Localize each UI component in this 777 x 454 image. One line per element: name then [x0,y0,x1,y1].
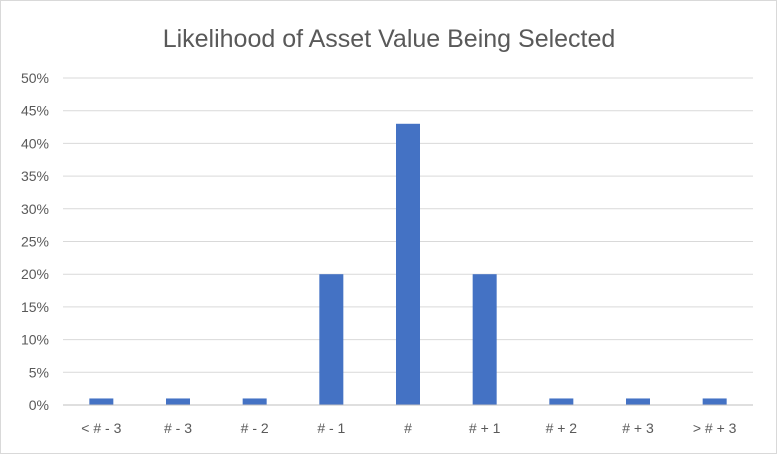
y-tick-label: 35% [21,168,49,184]
chart-title: Likelihood of Asset Value Being Selected [163,25,616,53]
y-tick-label: 40% [21,135,49,151]
y-tick-label: 25% [21,234,49,250]
y-tick-label: 30% [21,201,49,217]
x-tick-label: < # - 3 [81,420,121,436]
x-tick-label: # [404,420,412,436]
bar [89,398,114,405]
x-axis-ticks: < # - 3 # - 3 # - 2 # - 1 # # + 1 # + 2 # + 3 > … [81,420,736,436]
bar [626,398,650,405]
x-tick-label: > # + 3 [693,420,737,436]
bar [472,274,497,405]
y-tick-label: 15% [21,299,49,315]
bar [242,398,267,405]
bar [319,274,344,405]
y-tick-label: 50% [21,70,49,86]
x-tick-label: # - 3 [164,420,192,436]
x-tick-label: # - 2 [241,420,269,436]
x-tick-label: # - 1 [317,420,345,436]
bar [166,398,190,405]
bars [89,123,727,405]
x-tick-label: # + 1 [469,420,501,436]
bar [396,123,420,405]
y-tick-label: 10% [21,332,49,348]
bar [702,398,727,405]
y-axis-ticks: 0% 5% 10% 15% 20% 25% 30% 35% 40% 45% 50% [21,70,49,413]
y-tick-label: 45% [21,103,49,119]
bar [549,398,574,405]
y-tick-label: 20% [21,266,49,282]
y-tick-label: 0% [29,397,49,413]
x-tick-label: # + 2 [546,420,578,436]
y-tick-label: 5% [29,364,49,380]
x-tick-label: # + 3 [622,420,654,436]
